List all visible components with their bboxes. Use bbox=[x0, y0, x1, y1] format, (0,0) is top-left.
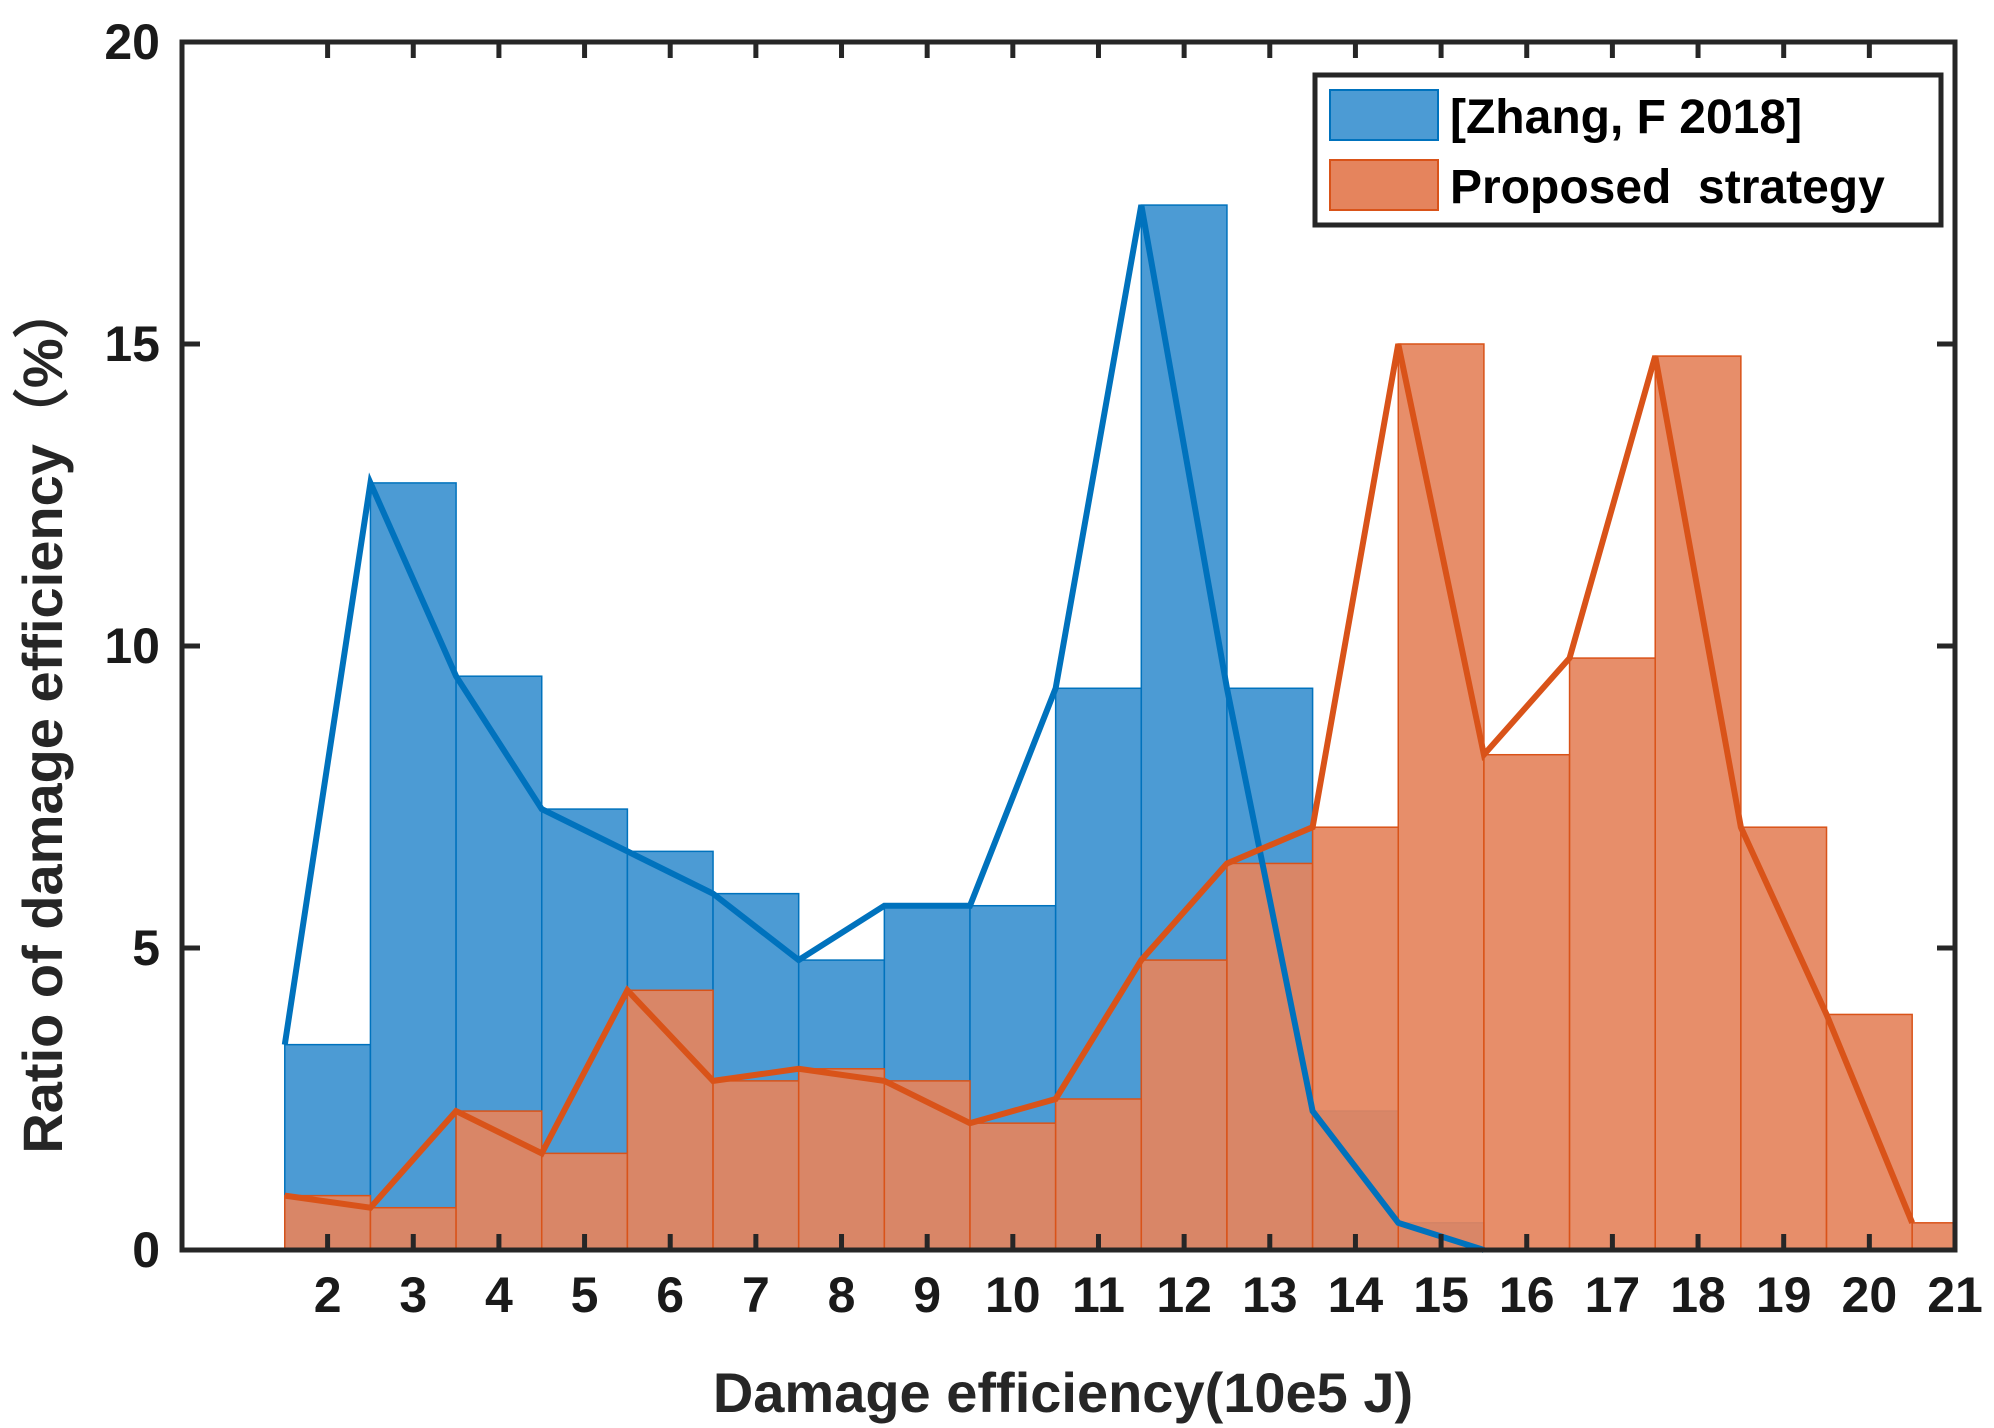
y-tick-label-15: 15 bbox=[104, 316, 160, 372]
bar-proposed-4 bbox=[540, 1152, 629, 1251]
legend-label-zhang: [Zhang, F 2018] bbox=[1450, 91, 1802, 144]
x-axis-label: Damage efficiency(10e5 J) bbox=[713, 1361, 1413, 1424]
x-tick-label-8: 8 bbox=[828, 1267, 856, 1323]
x-tick-label-12: 12 bbox=[1156, 1267, 1212, 1323]
x-tick-label-13: 13 bbox=[1242, 1267, 1298, 1323]
legend-swatch-zhang bbox=[1329, 89, 1439, 141]
bar-proposed-7 bbox=[797, 1068, 886, 1251]
x-tick-label-11: 11 bbox=[1072, 1267, 1125, 1323]
bar-proposed-5 bbox=[626, 989, 714, 1251]
y-tick-label-20: 20 bbox=[104, 14, 160, 70]
bar-proposed-14 bbox=[1397, 343, 1485, 1251]
bar-proposed-16 bbox=[1568, 657, 1656, 1251]
x-tick-label-16: 16 bbox=[1499, 1267, 1555, 1323]
x-tick-label-3: 3 bbox=[399, 1267, 427, 1323]
x-tick-label-17: 17 bbox=[1585, 1267, 1641, 1323]
bar-proposed-6 bbox=[712, 1080, 800, 1251]
line-proposed bbox=[284, 343, 1915, 1224]
x-tick-label-18: 18 bbox=[1670, 1267, 1726, 1323]
bar-proposed-8 bbox=[883, 1080, 971, 1251]
bar-proposed-18 bbox=[1740, 826, 1828, 1251]
y-axis-label: Ratio of damage efficiency（%） bbox=[11, 282, 74, 1153]
x-tick-label-6: 6 bbox=[656, 1267, 684, 1323]
y-tick-label-0: 0 bbox=[132, 1222, 160, 1278]
x-tick-label-21: 21 bbox=[1927, 1267, 1983, 1323]
bar-proposed-15 bbox=[1483, 753, 1571, 1251]
y-tick-label-5: 5 bbox=[132, 920, 160, 976]
bar-zhang-2 bbox=[369, 482, 457, 1251]
bar-proposed-13 bbox=[1311, 826, 1400, 1251]
axes: 2 3 4 5 6 7 8 9 10 11 12 13 14 15 16 17 18 19 20 21 0 5 10 15 20 bbox=[104, 14, 1982, 1323]
line-zhang bbox=[281, 204, 1485, 1253]
x-tick-label-4: 4 bbox=[485, 1267, 513, 1323]
x-tick-label-9: 9 bbox=[913, 1267, 941, 1323]
bar-proposed-11 bbox=[1140, 959, 1228, 1251]
legend-swatch-proposed bbox=[1329, 159, 1439, 211]
x-tick-label-2: 2 bbox=[314, 1267, 342, 1323]
legend-label-proposed: Proposed strategy bbox=[1450, 161, 1885, 214]
y-tick-label-10: 10 bbox=[104, 618, 160, 674]
bar-proposed-20 bbox=[1911, 1222, 1956, 1251]
legend: [Zhang, F 2018] Proposed strategy bbox=[1312, 72, 1944, 228]
bar-proposed-12 bbox=[1226, 862, 1314, 1251]
bar-proposed-17 bbox=[1654, 355, 1742, 1251]
x-tick-label-7: 7 bbox=[742, 1267, 770, 1323]
x-tick-label-20: 20 bbox=[1842, 1267, 1898, 1323]
bar-proposed-9 bbox=[969, 1122, 1057, 1251]
x-tick-label-10: 10 bbox=[985, 1267, 1041, 1323]
x-tick-label-15: 15 bbox=[1413, 1267, 1469, 1323]
bar-proposed-10 bbox=[1054, 1098, 1143, 1251]
x-tick-label-14: 14 bbox=[1328, 1267, 1384, 1323]
x-tick-label-5: 5 bbox=[571, 1267, 599, 1323]
lines-layer bbox=[281, 204, 1915, 1253]
x-tick-label-19: 19 bbox=[1756, 1267, 1812, 1323]
bars-layer bbox=[284, 204, 1956, 1251]
